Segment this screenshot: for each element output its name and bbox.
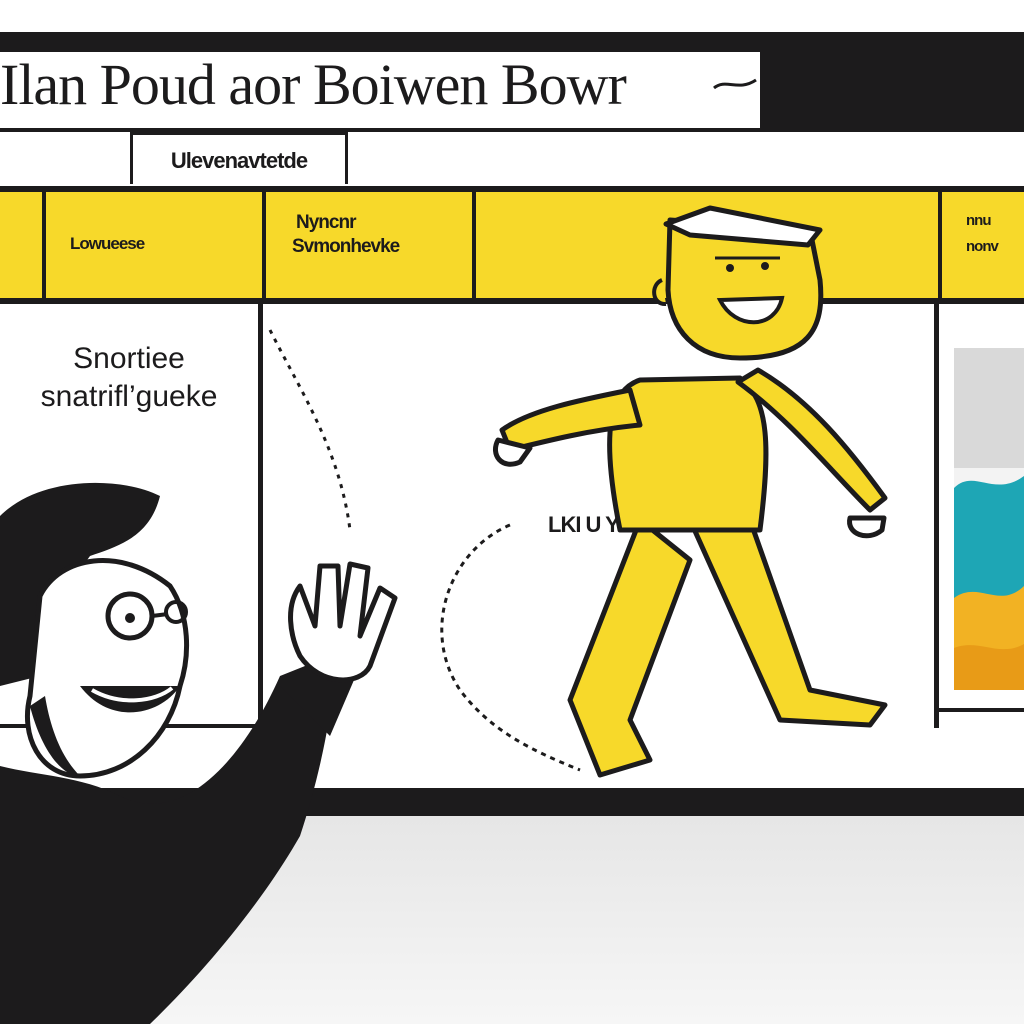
toolbar-cell-1[interactable]: Lowueese [70,234,145,253]
yellow-toolbar [0,186,1024,304]
toolbar-cell-3-line1[interactable]: nnu [966,212,991,229]
smiling-man [0,482,398,1024]
yellow-figure [493,205,888,778]
motion-trail [268,329,581,772]
wave-image [954,348,1024,690]
panel-text-line2: snatrifl’gueke [40,380,218,413]
panel-text-line1: Snortiee [73,342,185,375]
panel-text: Snortiee snatrifl’gueke [0,340,258,416]
toolbar-divider [42,192,46,298]
header-scribble [713,78,757,90]
toolbar-divider [472,192,476,298]
toolbar-cell-3-line2[interactable]: nonv [966,238,999,255]
tab-active[interactable]: Ulevenavtetde [130,132,348,184]
window-top-border [0,128,1024,132]
toolbar-cell-2-line1[interactable]: Nyncnr [296,212,356,233]
toolbar-divider [262,192,266,298]
panel-divider [934,304,939,728]
toolbar-cell-2-line2[interactable]: Svmonhevke [292,236,400,257]
page-title: Ilan Poud aor Boiwen Bowr [0,52,627,117]
panel-bottom-edge [934,708,1024,712]
preview-thumbnail[interactable] [954,348,1024,690]
panel-divider [258,304,263,728]
toolbar-divider [938,192,942,298]
header-title-area [0,52,760,128]
